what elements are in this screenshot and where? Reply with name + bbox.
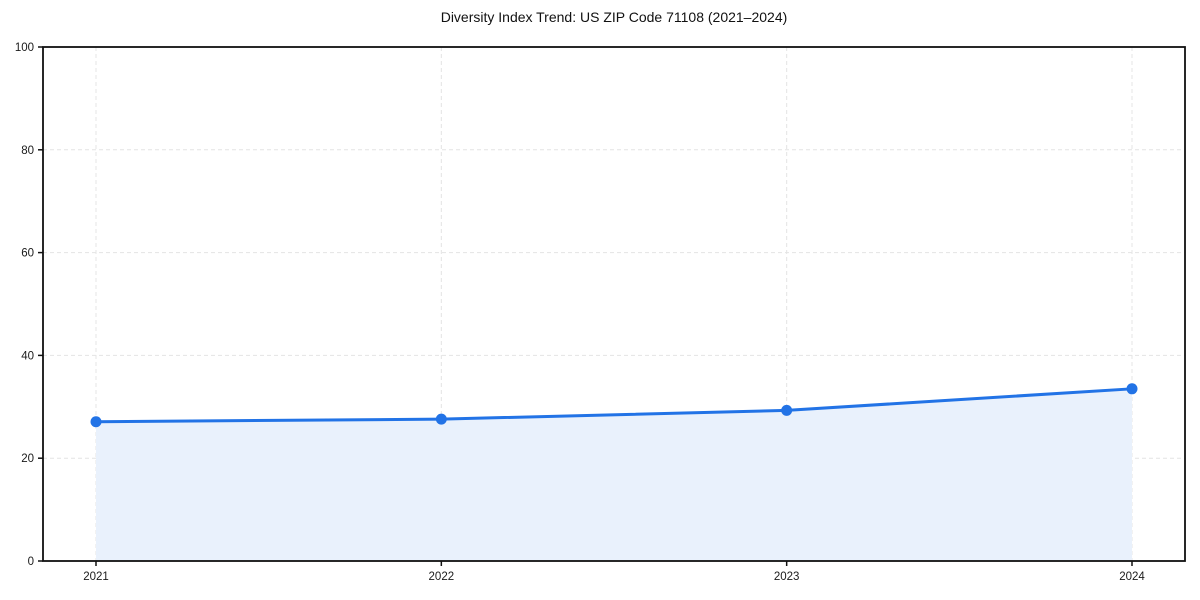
y-tick-label: 0	[28, 556, 34, 568]
data-point	[90, 416, 102, 428]
x-tick-label: 2021	[83, 571, 109, 583]
trend-line	[94, 387, 1134, 424]
x-tick-label: 2022	[429, 571, 455, 583]
y-tick-label: 40	[21, 350, 34, 362]
data-point	[1126, 383, 1138, 395]
data-point	[781, 404, 793, 416]
data-point	[435, 413, 447, 425]
x-tick-label: 2023	[774, 571, 800, 583]
y-tick-label: 20	[21, 453, 34, 465]
chart-title: Diversity Index Trend: US ZIP Code 71108…	[440, 9, 788, 25]
y-tick-label: 80	[21, 145, 34, 157]
plot-border	[42, 46, 1186, 562]
x-tick-label: 2024	[1119, 571, 1145, 583]
y-tick-label: 100	[15, 42, 34, 54]
y-tick-label: 60	[21, 248, 34, 260]
area-fill	[96, 388, 1132, 561]
